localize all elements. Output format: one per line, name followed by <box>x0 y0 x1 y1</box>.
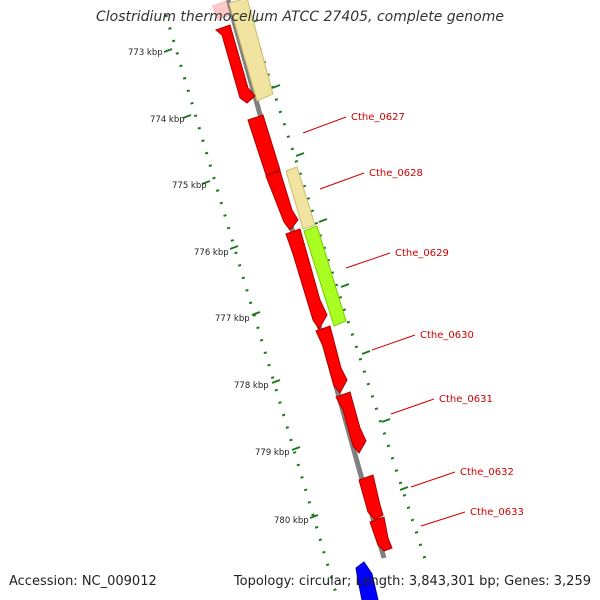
outer-ruler-ticks <box>249 19 409 491</box>
ruler-major-ticks <box>163 48 319 519</box>
gene-label-cthe-0633: Cthe_0633 <box>470 507 524 518</box>
genome-title: Clostridium thermocellum ATCC 27405, com… <box>96 9 504 25</box>
gene-label-cthe-0627: Cthe_0627 <box>351 112 405 123</box>
ruler-label-780: 780 kbp <box>274 516 309 526</box>
label-leader-0633 <box>420 511 466 527</box>
cds-arrow-4 <box>285 228 328 330</box>
gene-label-cthe-0630: Cthe_0630 <box>420 330 474 341</box>
ruler-label-773: 773 kbp <box>128 48 163 58</box>
cds-arrow-8 <box>369 516 393 552</box>
cds-arrow-6 <box>335 391 367 454</box>
inner-ruler <box>164 14 340 600</box>
cds-arrow-1 <box>215 24 256 104</box>
feature-pale-mid <box>285 166 316 230</box>
outer-ruler <box>246 11 428 563</box>
label-leader-0627 <box>302 116 347 134</box>
feature-pale-top <box>228 0 274 102</box>
cds-arrow-2 <box>247 114 281 176</box>
label-leader-0630 <box>371 334 416 351</box>
accession-text: Accession: NC_009012 <box>9 574 157 589</box>
label-leader-0631 <box>390 398 435 415</box>
cds-arrow-7 <box>358 474 384 521</box>
ruler-label-778: 778 kbp <box>234 381 269 391</box>
gene-label-cthe-0632: Cthe_0632 <box>460 467 514 478</box>
gene-label-cthe-0628: Cthe_0628 <box>369 168 423 179</box>
feature-blue <box>355 561 379 600</box>
cds-arrow-5 <box>315 325 348 394</box>
ruler-label-777: 777 kbp <box>215 314 250 324</box>
label-leader-0632 <box>410 471 456 488</box>
label-leader-0629 <box>345 252 391 269</box>
cds-arrow-3 <box>265 170 299 231</box>
ruler-label-774: 774 kbp <box>150 115 185 125</box>
ruler-label-775: 775 kbp <box>172 181 207 191</box>
ruler-label-779: 779 kbp <box>255 448 290 458</box>
feature-pale-top-left <box>211 0 231 21</box>
gene-label-cthe-0629: Cthe_0629 <box>395 248 449 259</box>
label-leader-0628 <box>319 172 365 190</box>
genome-summary-text: Topology: circular; Length: 3,843,301 bp… <box>233 574 591 589</box>
gene-label-cthe-0631: Cthe_0631 <box>439 394 493 405</box>
feature-green <box>303 225 347 327</box>
ruler-label-776: 776 kbp <box>194 248 229 258</box>
